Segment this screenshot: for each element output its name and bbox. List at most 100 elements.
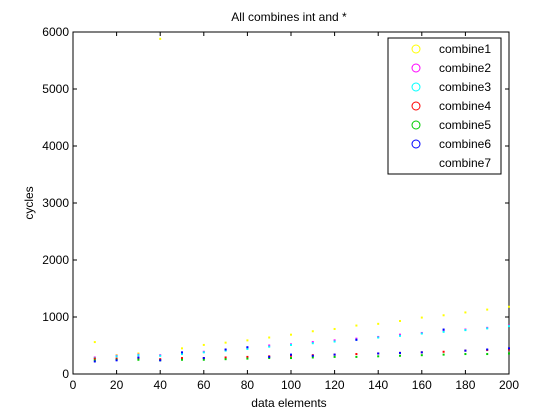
data-point-combine6: [355, 338, 358, 341]
data-point-combine5: [93, 359, 96, 362]
data-point-combine3: [159, 354, 162, 357]
legend-label-combine4: combine4: [439, 99, 491, 113]
data-point-combine5: [355, 355, 358, 358]
data-point-combine1: [290, 333, 292, 336]
y-axis-ticks: 0 1000 2000 3000 4000 5000 6000: [42, 25, 509, 381]
data-point-combine6: [159, 359, 162, 362]
x-axis-label: data elements: [251, 396, 326, 410]
data-point-combine5: [508, 352, 510, 355]
data-point-combine4: [246, 355, 249, 358]
data-point-combine1: [137, 352, 140, 355]
chart-title: All combines int and *: [231, 10, 347, 24]
data-point-combine1: [355, 324, 358, 327]
data-point-combine2: [355, 337, 358, 340]
x-axis-ticks: 0 20 40 60 80 100 120 140 160 180 200: [70, 32, 519, 392]
y-tick-label: 3000: [42, 196, 69, 210]
y-axis-label: cycles: [22, 186, 36, 219]
data-point-combine3: [115, 355, 118, 358]
data-point-combine4: [290, 354, 292, 357]
data-point-combine1: [246, 339, 249, 342]
y-tick-label: 4000: [42, 139, 69, 153]
data-point-combine3: [224, 349, 227, 352]
data-point-combine1: [464, 311, 467, 314]
data-point-combine2: [399, 333, 401, 336]
data-point-combine5: [268, 357, 271, 360]
data-point-combine6: [399, 351, 401, 354]
data-point-combine1: [181, 347, 183, 350]
x-tick-label: 160: [412, 378, 432, 392]
x-tick-label: 100: [281, 378, 301, 392]
data-point-combine6: [93, 360, 96, 363]
data-point-combine1: [486, 308, 489, 311]
y-tick-label: 0: [62, 367, 69, 381]
data-point-combine6: [268, 355, 271, 358]
y-tick-label: 1000: [42, 310, 69, 324]
data-point-combine6: [181, 351, 183, 354]
data-points: [93, 37, 510, 363]
data-point-combine3: [268, 345, 271, 348]
x-tick-label: 120: [325, 378, 345, 392]
data-point-combine3: [442, 330, 445, 333]
x-tick-label: 180: [455, 378, 475, 392]
x-tick-label: 200: [499, 378, 519, 392]
legend-marker-combine3: [411, 82, 421, 92]
x-tick-label: 0: [70, 378, 77, 392]
legend-label-combine2: combine2: [439, 61, 491, 75]
data-point-combine2: [333, 339, 336, 342]
data-point-combine5: [246, 357, 249, 360]
data-point-combine5: [311, 356, 314, 359]
data-point-combine3: [399, 334, 401, 337]
data-point-combine5: [442, 353, 445, 356]
data-point-combine6: [246, 346, 249, 349]
data-point-combine5: [181, 358, 183, 361]
y-tick-label: 2000: [42, 253, 69, 267]
x-tick-label: 60: [197, 378, 211, 392]
data-point-combine4: [115, 357, 118, 360]
data-point-combine5: [202, 358, 205, 361]
data-point-combine6: [224, 348, 227, 351]
data-point-combine6: [311, 354, 314, 357]
data-point-combine4: [224, 356, 227, 359]
data-point-combine5: [420, 354, 423, 357]
data-point-combine2: [311, 341, 314, 344]
data-point-combine6: [420, 351, 423, 354]
y-tick-label: 6000: [42, 25, 69, 39]
data-point-combine6: [508, 347, 510, 350]
data-point-combine3: [420, 332, 423, 335]
data-point-combine6: [464, 349, 467, 352]
data-point-combine1: [311, 330, 314, 333]
data-point-combine1: [333, 327, 336, 330]
x-tick-label: 40: [154, 378, 168, 392]
data-point-combine5: [377, 355, 380, 358]
data-point-combine3: [246, 347, 249, 350]
legend-marker-combine4: [411, 101, 421, 111]
data-point-combine5: [137, 358, 140, 361]
legend-marker-combine2: [411, 63, 421, 73]
legend-box: [387, 37, 502, 175]
data-point-combine6: [115, 359, 118, 362]
data-point-combine3: [486, 327, 489, 330]
y-tick-label: 5000: [42, 82, 69, 96]
data-point-combine4: [355, 353, 358, 356]
data-point-combine1: [420, 316, 423, 319]
legend-label-combine3: combine3: [439, 80, 491, 94]
legend-label-combine1: combine1: [439, 42, 491, 56]
legend-marker-combine1: [411, 44, 421, 54]
data-point-combine6: [377, 352, 380, 355]
data-point-combine1: [202, 343, 205, 346]
data-point-combine1: [93, 341, 96, 344]
legend-label-combine7: combine7: [439, 156, 491, 170]
data-point-combine6: [442, 328, 445, 331]
data-point-combine3: [508, 325, 510, 328]
data-point-combine3: [377, 336, 380, 339]
data-point-combine5: [464, 353, 467, 356]
data-point-combine4: [181, 357, 183, 360]
data-point-combine6: [290, 353, 292, 356]
data-point-combine5: [486, 353, 489, 356]
data-point-combine4: [508, 348, 510, 351]
legend-label-combine5: combine5: [439, 118, 491, 132]
data-point-combine3: [290, 343, 292, 346]
data-point-combine3: [137, 354, 140, 357]
data-point-combine3: [311, 342, 314, 345]
data-point-combine2: [268, 344, 271, 347]
